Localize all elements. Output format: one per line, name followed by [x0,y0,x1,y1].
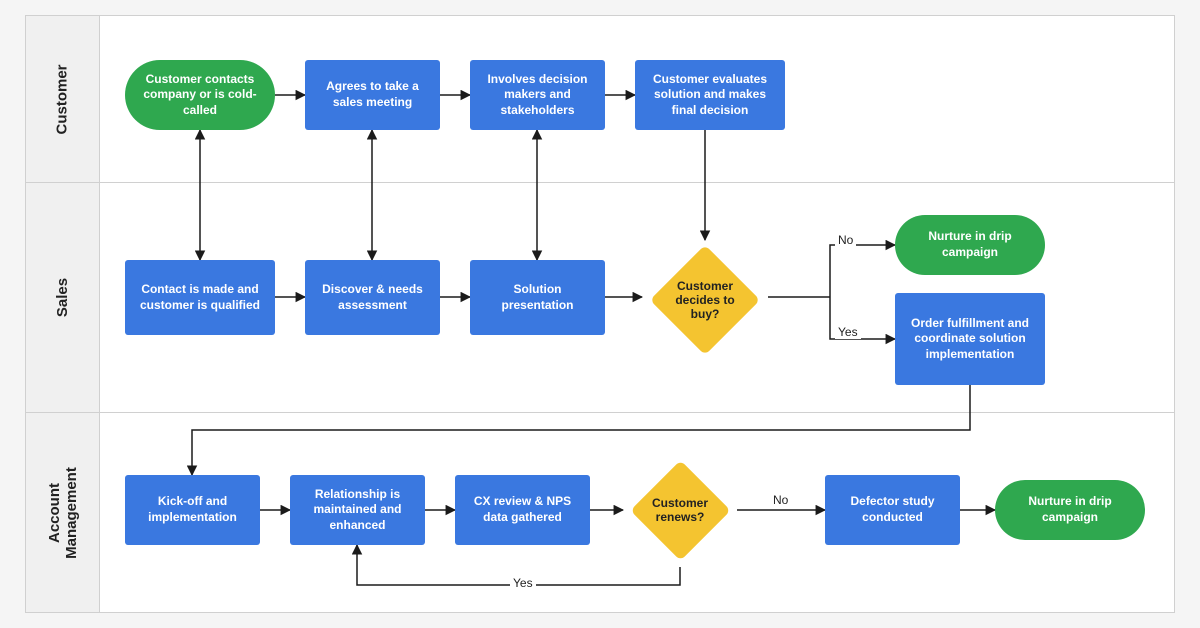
edge-label-no-renew: No [770,493,791,507]
node-contact-qualified: Contact is made and customer is qualifie… [125,260,275,335]
lane-header-customer: Customer [25,15,100,183]
edge-label-yes-renew: Yes [510,576,536,590]
node-defector-study: Defector study conducted [825,475,960,545]
edge-label-yes-buy: Yes [835,325,861,339]
node-decides-to-buy: Customer decides to buy? [650,245,760,355]
node-nurture-drip-account: Nurture in drip campaign [995,480,1145,540]
node-customer-renews-label: Customer renews? [630,460,730,560]
node-customer-evaluates: Customer evaluates solution and makes fi… [635,60,785,130]
node-decides-to-buy-label: Customer decides to buy? [650,245,760,355]
lane-header-sales: Sales [25,183,100,413]
node-cx-review: CX review & NPS data gathered [455,475,590,545]
node-nurture-drip-sales: Nurture in drip campaign [895,215,1045,275]
node-involves-stakeholders: Involves decision makers and stakeholder… [470,60,605,130]
node-customer-contact: Customer contacts company or is cold-cal… [125,60,275,130]
lane-label-account: Account Management [46,467,80,559]
node-relationship-maintained: Relationship is maintained and enhanced [290,475,425,545]
node-customer-renews: Customer renews? [630,460,730,560]
node-solution-presentation: Solution presentation [470,260,605,335]
node-discover-needs: Discover & needs assessment [305,260,440,335]
flowchart-canvas: Customer Sales Account Management [25,15,1175,613]
lane-label-sales: Sales [54,278,71,317]
edge-label-no-buy: No [835,233,856,247]
node-order-fulfillment: Order fulfillment and coordinate solutio… [895,293,1045,385]
node-kickoff: Kick-off and implementation [125,475,260,545]
node-agrees-meeting: Agrees to take a sales meeting [305,60,440,130]
lane-header-account: Account Management [25,413,100,613]
lane-label-customer: Customer [54,64,71,134]
